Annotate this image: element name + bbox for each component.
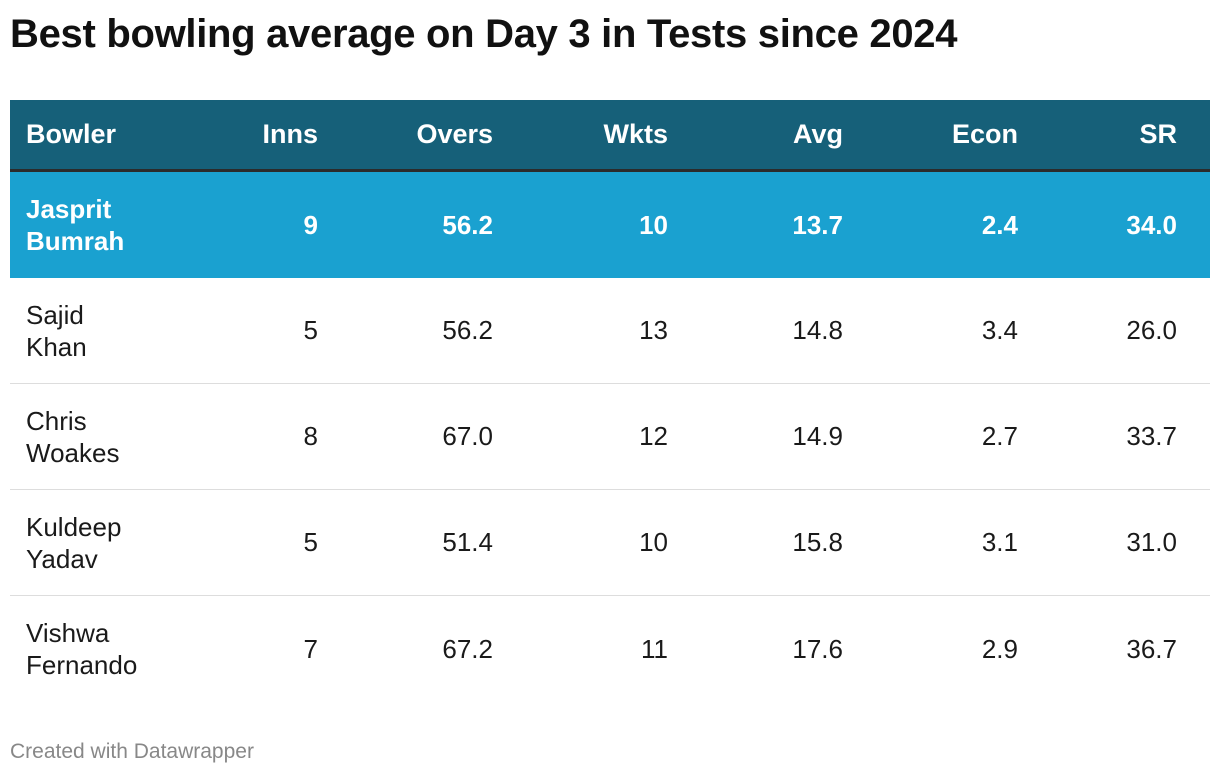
column-header-inns: Inns [262,119,318,149]
bowler-name: Sajid Khan [26,299,87,362]
wkts-value: 10 [639,209,668,240]
overs-value: 67.2 [442,633,493,664]
wkts-value: 10 [639,527,668,557]
bowler-name: Chris Woakes [26,405,120,468]
sr-value: 26.0 [1126,315,1177,345]
column-header-wkts: Wkts [603,119,668,149]
sr-value: 31.0 [1126,527,1177,557]
inns-value: 5 [303,527,318,557]
table-row: Chris Woakes 8 67.0 12 14.9 2.7 33.7 [10,384,1210,490]
sr-value: 36.7 [1126,633,1177,664]
bowler-name: Vishwa Fernando [26,618,138,680]
chart-title: Best bowling average on Day 3 in Tests s… [10,12,958,56]
inns-value: 9 [303,209,318,240]
inns-value: 8 [303,421,318,451]
table-row: Sajid Khan 5 56.2 13 14.8 3.4 26.0 [10,278,1210,384]
avg-value: 15.8 [792,527,843,557]
table-row-highlighted: Jasprit Bumrah 9 56.2 10 13.7 2.4 34.0 [10,172,1210,278]
wkts-value: 13 [639,315,668,345]
overs-value: 56.2 [442,209,493,240]
overs-value: 51.4 [442,527,493,557]
avg-value: 14.9 [792,421,843,451]
avg-value: 13.7 [792,209,843,240]
econ-value: 2.9 [981,633,1018,664]
overs-value: 56.2 [442,315,493,345]
wkts-value: 11 [641,633,668,664]
econ-value: 2.4 [981,209,1018,240]
inns-value: 5 [303,315,318,345]
column-header-sr: SR [1139,119,1177,149]
overs-value: 67.0 [442,421,493,451]
bowling-table: Bowler Inns Overs Wkts Avg Econ SR Jaspr… [10,100,1210,702]
column-header-overs: Overs [416,119,493,149]
bowler-name: Jasprit Bumrah [26,194,125,256]
column-header-econ: Econ [951,119,1018,149]
wkts-value: 12 [639,421,668,451]
avg-value: 17.6 [792,633,843,664]
econ-value: 3.1 [981,527,1018,557]
avg-value: 14.8 [792,315,843,345]
sr-value: 33.7 [1126,421,1177,451]
column-header-avg: Avg [792,119,843,149]
sr-value: 34.0 [1126,209,1177,240]
column-header-bowler: Bowler [26,119,117,149]
econ-value: 2.7 [981,421,1018,451]
table-header-row: Bowler Inns Overs Wkts Avg Econ SR [10,100,1210,172]
inns-value: 7 [303,633,318,664]
table-row: Vishwa Fernando 7 67.2 11 17.6 2.9 36.7 [10,596,1210,702]
table-row: Kuldeep Yadav 5 51.4 10 15.8 3.1 31.0 [10,490,1210,596]
econ-value: 3.4 [981,315,1018,345]
datawrapper-credit: Created with Datawrapper [10,740,254,763]
bowler-name: Kuldeep Yadav [26,511,122,574]
